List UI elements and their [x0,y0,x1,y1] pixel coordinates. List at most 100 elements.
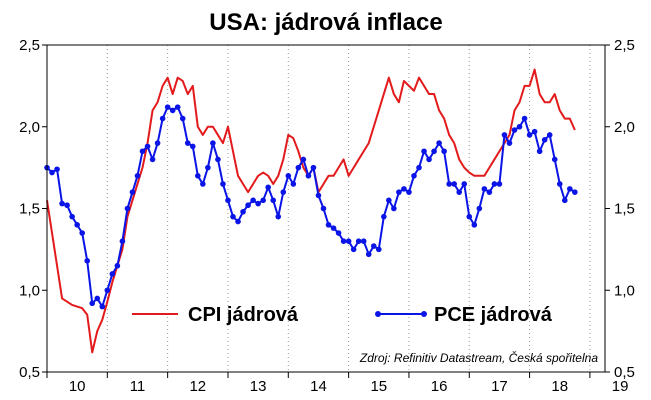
pce-point [295,164,302,171]
series-layer [44,68,578,354]
x-tick-label: 19 [612,378,629,395]
pce-point [195,173,201,179]
pce-point [260,197,266,204]
pce-point [335,230,342,236]
pce-point [134,173,141,179]
pce-point [370,243,377,249]
pce-point [59,200,65,207]
pce-point [270,197,277,204]
pce-point [184,140,191,146]
pce-point [441,148,447,155]
pce-point [94,295,101,302]
pce-point [210,140,216,146]
pce-point [74,222,80,228]
y-tick-label-right: 2,0 [614,119,635,136]
pce-point [350,246,357,253]
pce-point [139,148,146,155]
pce-point [561,197,568,204]
pce-point [305,173,312,179]
x-tick-label: 15 [370,378,387,395]
pce-point [164,104,171,110]
chart-title: USA: jádrová inflace [209,9,442,36]
pce-point [521,115,528,122]
pce-point [406,189,412,195]
x-tick-label: 14 [310,378,327,395]
pce-point [300,156,307,163]
pce-point [456,189,463,195]
pce-point [446,181,452,187]
legend-cpi-label: CPI jádrová [188,304,299,326]
x-tick-label: 10 [69,378,86,395]
pce-point [375,246,382,253]
pce-point [345,238,352,244]
pce-point [280,189,287,195]
pce-point [572,189,578,195]
pce-point [290,181,297,187]
legend-pce-marker [421,311,427,317]
pce-point [486,189,493,195]
pce-point [114,262,121,269]
pce-point [235,218,241,225]
pce-point [240,208,246,215]
pce-point [315,192,322,199]
y-tick-label-right: 1,5 [614,201,635,218]
pce-point [401,186,407,192]
x-tick-label: 11 [130,378,146,395]
x-tick-label: 17 [491,378,508,395]
pce-point [551,156,558,163]
pce-point [386,197,392,204]
pce-point [476,205,483,212]
pce-point [466,213,473,220]
pce-point [481,186,488,192]
pce-point [265,184,271,191]
pce-point [124,205,131,212]
pce-point [149,156,156,163]
pce-point [461,181,468,187]
pce-point [325,222,332,228]
y-tick-label-right: 1,0 [614,282,635,299]
pce-point [516,123,523,130]
pce-point [220,181,226,187]
pce-point [119,238,126,244]
grid [106,45,591,372]
pce-point [129,189,136,195]
pce-point [355,238,362,244]
pce-point [436,140,442,146]
pce-point [546,132,553,138]
pce-point [189,143,196,150]
pce-point [310,164,317,171]
pce-point [320,205,327,212]
pce-point [416,164,422,171]
pce-point [99,303,106,310]
pce-point [250,197,256,204]
pce-point [159,115,166,122]
pce-point [506,140,513,146]
pce-point [431,148,437,155]
pce-point [215,156,221,163]
pce-point [567,186,573,192]
pce-point [144,143,151,150]
pce-point [225,197,231,204]
pce-point [84,258,91,264]
pce-point [531,128,538,135]
pce-point [200,181,206,187]
series-line-pce [46,106,576,308]
pce-point [330,225,337,231]
pce-point [451,181,457,187]
y-tick-label-left: 2,5 [19,37,40,54]
y-tick-label-left: 1,0 [19,282,40,299]
pce-point [471,222,478,228]
pce-point [245,202,251,209]
x-tick-label: 18 [551,378,568,395]
pce-point [526,132,533,138]
pce-point [54,166,60,173]
pce-point [69,213,75,220]
x-tick-label: 13 [250,378,267,395]
pce-point [275,213,282,220]
axes: 10 11 12 13 14 15 16 17 18 190,5 0,51,0 1,01,5 1,52,… [19,37,635,395]
pce-point [365,251,372,258]
legend-pce-label: PCE jádrová [434,304,553,326]
pce-point [411,173,417,179]
pce-point [396,189,402,195]
